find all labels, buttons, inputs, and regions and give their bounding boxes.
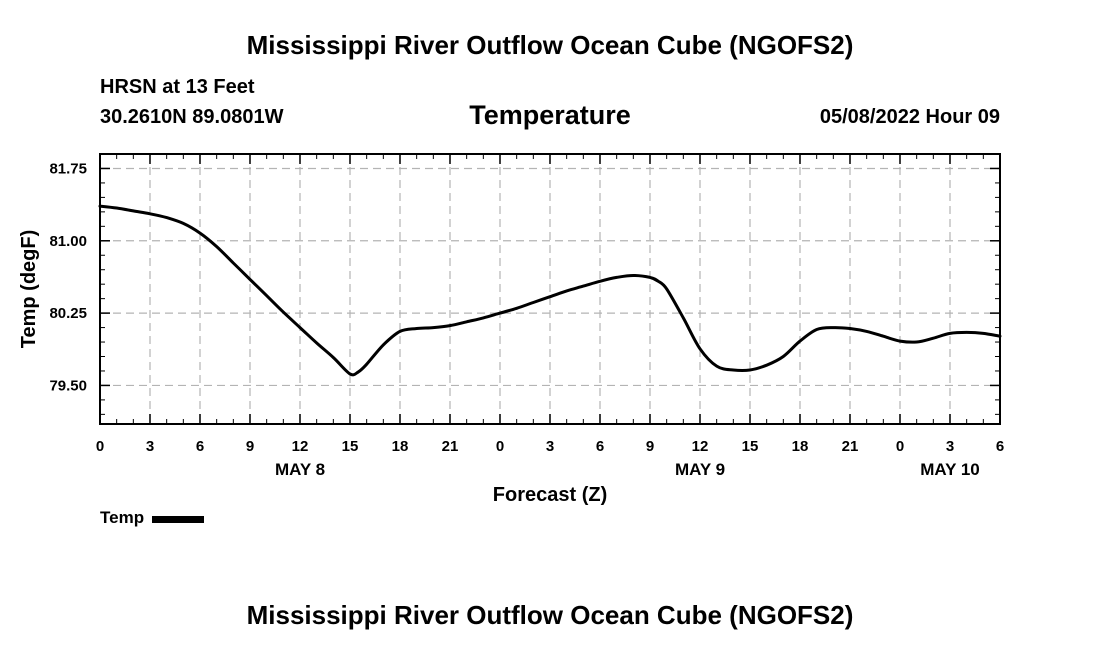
x-tick-label: 15 bbox=[342, 438, 359, 455]
day-label: MAY 9 bbox=[675, 460, 725, 479]
x-tick-label: 15 bbox=[742, 438, 759, 455]
legend: Temp bbox=[100, 508, 205, 528]
y-tick-label: 81.00 bbox=[49, 233, 87, 250]
x-tick-label: 12 bbox=[292, 438, 309, 455]
station-label: HRSN at 13 Feet bbox=[100, 76, 255, 98]
x-tick-label: 0 bbox=[96, 438, 104, 455]
x-tick-label: 6 bbox=[196, 438, 204, 455]
x-tick-label: 21 bbox=[442, 438, 459, 455]
x-tick-label: 21 bbox=[842, 438, 859, 455]
legend-label: Temp bbox=[100, 508, 145, 527]
x-tick-label: 0 bbox=[896, 438, 904, 455]
x-tick-label: 12 bbox=[692, 438, 709, 455]
x-tick-label: 6 bbox=[596, 438, 604, 455]
datetime-label: 05/08/2022 Hour 09 bbox=[819, 106, 1000, 128]
x-tick-label: 18 bbox=[792, 438, 809, 455]
legend-swatch bbox=[152, 516, 205, 523]
y-tick-label: 80.25 bbox=[49, 305, 87, 322]
chart-title: Temperature bbox=[469, 100, 631, 130]
coordinates-label: 30.2610N 89.0801W bbox=[100, 106, 284, 128]
y-axis-label: Temp (degF) bbox=[18, 230, 40, 349]
footer-title: Mississippi River Outflow Ocean Cube (NG… bbox=[246, 600, 854, 630]
x-tick-label: 6 bbox=[996, 438, 1004, 455]
x-tick-label: 18 bbox=[392, 438, 409, 455]
y-tick-label: 79.50 bbox=[49, 377, 87, 394]
y-tick-label: 81.75 bbox=[49, 160, 87, 177]
x-tick-label: 3 bbox=[546, 438, 554, 455]
series-line-temp bbox=[98, 204, 1002, 377]
x-tick-label: 9 bbox=[246, 438, 254, 455]
x-tick-label: 3 bbox=[946, 438, 954, 455]
day-label: MAY 8 bbox=[275, 460, 325, 479]
x-tick-label: 9 bbox=[646, 438, 654, 455]
x-tick-label: 0 bbox=[496, 438, 504, 455]
main-title: Mississippi River Outflow Ocean Cube (NG… bbox=[246, 30, 854, 60]
day-label: MAY 10 bbox=[920, 460, 980, 479]
x-tick-label: 3 bbox=[146, 438, 154, 455]
x-axis-label: Forecast (Z) bbox=[493, 484, 607, 506]
